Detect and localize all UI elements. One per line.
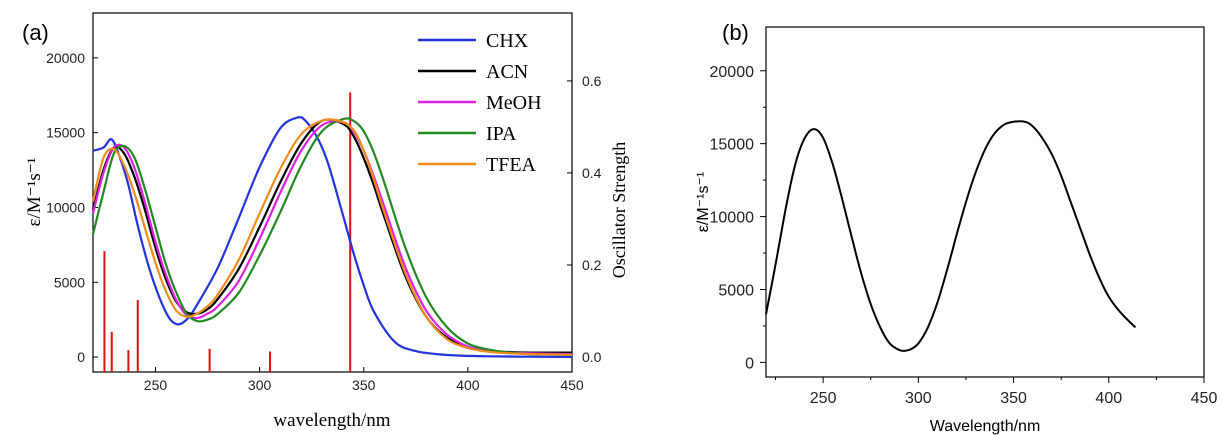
series-line-chx (92, 116, 573, 358)
series-line-tfea (91, 118, 573, 356)
panel-a-y2-tick-label: 0.2 (582, 257, 602, 273)
panel-a-y2-axis-label: Oscillator Strength (609, 142, 629, 278)
panel-a-y-tick-label: 20000 (46, 50, 85, 66)
panel-a-y-axis-label: ε/M⁻¹s⁻¹ (24, 157, 45, 226)
panel-a-y2-tick-label: 0.4 (582, 165, 602, 181)
legend-label-meoh: MeOH (486, 92, 542, 114)
panel-a-x-tick-label: 400 (456, 377, 480, 393)
panel-a-x-tick-label: 350 (352, 377, 376, 393)
panel-b-y-tick-label: 15000 (710, 137, 755, 154)
panel-a-plot-frame (92, 12, 573, 373)
panel-a-y2-tick-label: 0.0 (582, 349, 602, 365)
panel-a-label: (a) (22, 20, 49, 45)
panel-b-x-tick-label: 450 (1191, 390, 1218, 407)
panel-b-plot-frame (765, 26, 1205, 378)
panel-b-series-lines (765, 120, 1137, 352)
panel-a-y-tick-label: 5000 (54, 274, 85, 290)
panel-a-y-tick-label: 0 (77, 349, 85, 365)
panel-b-label: (b) (722, 20, 749, 45)
panel-a-y-tick-label: 10000 (46, 199, 85, 215)
panel-a-y-tick-label: 15000 (46, 125, 85, 141)
panel-a-x-tick-label: 300 (248, 377, 272, 393)
panel-b-y-tick-label: 5000 (718, 283, 754, 300)
panel-b-x-tick-label: 350 (1000, 390, 1027, 407)
panel-b-axes: 250 300 350 400 450 0 5000 10000 15000 20000 (710, 64, 1218, 407)
panel-a-x-tick-label: 450 (560, 377, 584, 393)
panel-b-y-axis-label: ε/M⁻¹s⁻¹ (695, 172, 712, 232)
panel-a-oscillator-sticks (103, 92, 352, 372)
series-line-ipa (91, 117, 573, 356)
panel-b-y-tick-label: 10000 (710, 210, 755, 227)
panel-a-series-lines (91, 116, 573, 358)
series-line-acn (91, 118, 572, 354)
panel-b-x-axis-label: Wavelength/nm (930, 418, 1041, 435)
panel-a-x-axis-label: wavelength/nm (273, 410, 390, 431)
panel-a-axes: 250 300 350 400 450 0 5000 10000 15000 20000 0.0 0.… (46, 50, 602, 393)
panel-b: (b) 250 300 350 400 45005000100001500020000 … (695, 20, 1217, 435)
legend-label-acn: ACN (486, 61, 528, 83)
panel-b-x-tick-label: 250 (810, 390, 837, 407)
panel-b-y-tick-label: 0 (745, 355, 754, 372)
legend-label-chx: CHX (486, 30, 529, 52)
panel-a-x-tick-label: 250 (144, 377, 168, 393)
panel-b-x-tick-label: 400 (1095, 390, 1122, 407)
legend-label-ipa: IPA (486, 123, 517, 145)
panel-b-x-tick-label: 300 (905, 390, 932, 407)
series-line-meoh (91, 120, 573, 356)
panel-a-legend: CHX ACN MeOH IPA TFEA (418, 30, 542, 176)
panel-a-y2-tick-label: 0.6 (582, 73, 602, 89)
panel-a: (a) 250 300 350 400 450 0 5000 10000 15000 20000 0… (22, 12, 629, 431)
legend-label-tfea: TFEA (486, 154, 537, 176)
panel-b-y-tick-label: 20000 (710, 64, 755, 81)
panel-b-series-line (765, 120, 1137, 352)
